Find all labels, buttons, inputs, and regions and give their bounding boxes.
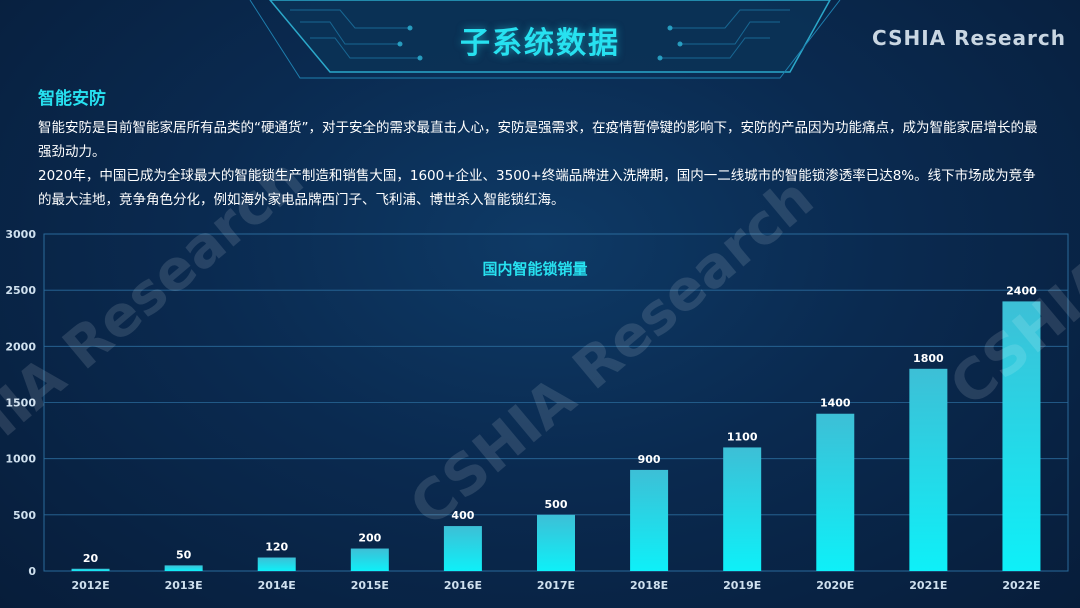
x-tick-label: 2021E	[909, 579, 947, 592]
x-tick-label: 2012E	[71, 579, 109, 592]
data-label: 200	[358, 532, 381, 545]
data-label: 1800	[913, 352, 944, 365]
y-tick-label: 500	[13, 509, 36, 522]
data-label: 1400	[820, 397, 851, 410]
y-tick-label: 1000	[5, 453, 36, 466]
body-paragraph-1: 智能安防是目前智能家居所有品类的“硬通货”，对于安全的需求最直击人心，安防是强需…	[38, 120, 1038, 160]
section-body: 智能安防是目前智能家居所有品类的“硬通货”，对于安全的需求最直击人心，安防是强需…	[38, 116, 1048, 212]
x-tick-label: 2018E	[630, 579, 668, 592]
y-tick-label: 0	[28, 565, 36, 578]
page-title: 子系统数据	[460, 26, 620, 61]
x-tick-label: 2014E	[258, 579, 296, 592]
bar-2017E	[537, 514, 575, 571]
bar-2016E	[443, 526, 482, 571]
x-tick-label: 2020E	[816, 579, 854, 592]
title-frame	[249, 0, 841, 79]
x-tick-label: 2017E	[537, 579, 575, 592]
y-tick-label: 2000	[5, 340, 36, 353]
bar-2019E	[723, 447, 762, 571]
bar-2022E	[1002, 301, 1041, 571]
brand-logo-text: CSHIA Research	[872, 26, 1066, 50]
data-label: 50	[176, 548, 192, 561]
y-tick-label: 1500	[5, 397, 36, 410]
chart-title: 国内智能锁销量	[482, 260, 587, 278]
bar-2018E	[630, 469, 669, 571]
data-label: 1100	[727, 430, 758, 443]
bar-2020E	[816, 413, 855, 571]
x-tick-label: 2019E	[723, 579, 761, 592]
x-tick-label: 2013E	[165, 579, 203, 592]
y-tick-label: 3000	[5, 228, 36, 241]
data-label: 20	[83, 552, 99, 565]
x-tick-label: 2022E	[1002, 579, 1040, 592]
data-label: 500	[545, 498, 568, 511]
bar-2014E	[257, 557, 296, 571]
data-label: 120	[265, 541, 288, 554]
x-tick-label: 2016E	[444, 579, 482, 592]
bar-2015E	[350, 548, 389, 571]
data-label: 900	[638, 453, 661, 466]
section-title: 智能安防	[38, 89, 106, 109]
x-tick-label: 2015E	[351, 579, 389, 592]
bar-2013E	[164, 565, 203, 571]
y-tick-label: 2500	[5, 284, 36, 297]
data-label: 400	[451, 509, 474, 522]
data-label: 2400	[1006, 284, 1037, 297]
bar-chart: 0 500 1000 1500 2000 2500 3000 20 2012E 50 2013E 1…	[5, 228, 1069, 592]
bar-2021E	[909, 368, 948, 571]
body-paragraph-2: 2020年，中国已成为全球最大的智能锁生产制造和销售大国，1600+企业、350…	[38, 168, 1036, 208]
bar-2012E	[71, 568, 110, 571]
